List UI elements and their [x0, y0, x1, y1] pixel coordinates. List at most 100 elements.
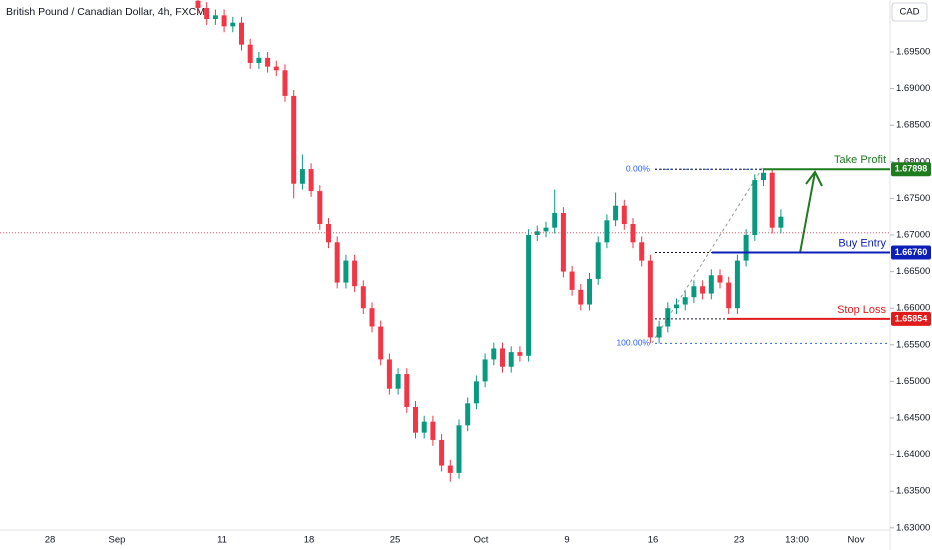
- candle-body: [743, 234, 749, 261]
- candle-body: [778, 216, 784, 228]
- price-tag-label: 1.67898: [895, 164, 928, 174]
- candle-body: [343, 260, 349, 283]
- candle-body: [595, 242, 601, 279]
- y-tick-label: 1.69000: [896, 83, 930, 94]
- candle-body: [717, 275, 723, 283]
- candle-body: [482, 359, 488, 382]
- currency-button[interactable]: [891, 2, 928, 22]
- candle-body: [282, 70, 288, 96]
- candle-body: [526, 234, 532, 356]
- y-tick-label: 1.63000: [896, 522, 930, 533]
- y-tick-label: 1.64000: [896, 449, 930, 460]
- level-name: Take Profit: [834, 154, 886, 166]
- candle-body: [395, 374, 401, 389]
- candle-body: [674, 304, 679, 309]
- x-tick-label: 28: [45, 535, 56, 546]
- candle-body: [517, 352, 523, 356]
- candle-body: [439, 439, 445, 466]
- x-tick-label: 11: [217, 535, 227, 546]
- candle-body: [752, 180, 758, 235]
- candle-body: [230, 22, 236, 27]
- price-tag: [891, 162, 931, 177]
- target-arrow-head: [805, 170, 823, 187]
- candle-body: [247, 44, 253, 63]
- candle-body: [334, 242, 340, 283]
- currency-label[interactable]: CAD: [899, 7, 919, 18]
- candle-body: [273, 66, 279, 71]
- candle-body: [552, 213, 558, 228]
- candle-body: [500, 348, 505, 367]
- x-tick-label: Sep: [109, 535, 126, 546]
- x-tick-label: 9: [564, 535, 569, 546]
- x-tick-label: 13:00: [785, 535, 809, 546]
- candle-body: [369, 308, 375, 327]
- candle-body: [708, 275, 714, 294]
- y-tick-label: 1.69500: [896, 46, 930, 57]
- candle-body: [256, 57, 262, 63]
- candle-body: [404, 374, 410, 408]
- x-tick-label: 16: [648, 535, 659, 546]
- candle-body: [465, 403, 471, 426]
- candle-body: [578, 289, 584, 305]
- fib-label: 100.00%: [616, 338, 650, 348]
- level-name: Buy Entry: [838, 237, 886, 249]
- candle-body: [221, 15, 227, 27]
- candle-body: [352, 260, 358, 287]
- target-arrow: [799, 171, 816, 254]
- candle-body: [291, 95, 297, 184]
- candle-body: [543, 227, 549, 232]
- candle-body: [726, 282, 732, 309]
- candle-body: [691, 286, 697, 298]
- y-tick-label: 1.66500: [896, 266, 930, 277]
- candle-body: [665, 308, 671, 327]
- candle-body: [326, 224, 331, 243]
- candle-body: [560, 213, 566, 272]
- candle-body: [239, 22, 244, 45]
- x-tick-label: 23: [734, 535, 745, 546]
- x-tick-label: 18: [304, 535, 315, 546]
- candle-body: [360, 286, 366, 309]
- y-tick-label: 1.68500: [896, 120, 930, 131]
- y-tick-label: 1.67000: [896, 230, 930, 241]
- y-tick-label: 1.66000: [896, 303, 930, 314]
- candle-body: [491, 348, 497, 360]
- x-tick-label: 25: [390, 535, 401, 546]
- candle-body: [621, 205, 627, 225]
- y-tick-label: 1.64500: [896, 413, 930, 424]
- candle-body: [378, 326, 384, 360]
- x-tick-label: Nov: [848, 535, 865, 546]
- candle-body: [647, 260, 653, 338]
- price-tag: [891, 245, 931, 260]
- y-tick-label: 1.65000: [896, 376, 930, 387]
- y-tick-label: 1.65500: [896, 339, 930, 350]
- price-tag-label: 1.65854: [895, 313, 928, 323]
- candle-body: [204, 8, 210, 20]
- candle-body: [212, 15, 218, 20]
- fib-trend-line: [651, 166, 764, 344]
- candle-body: [195, 0, 201, 9]
- candle-body: [534, 231, 540, 235]
- y-tick-label: 1.68000: [896, 156, 930, 167]
- level-name: Stop Loss: [837, 304, 886, 316]
- y-tick-label: 1.67500: [896, 193, 930, 204]
- y-tick-label: 1.63500: [896, 486, 930, 497]
- price-tag-label: 1.66760: [895, 247, 928, 257]
- candle-body: [682, 297, 688, 305]
- candle-body: [430, 421, 436, 440]
- candle-body: [447, 465, 453, 473]
- fib-label: 0.00%: [626, 163, 651, 173]
- candle-body: [604, 220, 610, 243]
- candle-body: [656, 326, 662, 338]
- candle-body: [569, 271, 575, 290]
- candle-body: [299, 169, 305, 184]
- candle-body: [734, 260, 740, 309]
- candle-body: [630, 224, 636, 243]
- candle-body: [265, 57, 271, 67]
- candle-body: [700, 286, 706, 294]
- candle-body: [317, 191, 323, 225]
- candle-body: [421, 421, 427, 433]
- candle-body: [413, 407, 418, 433]
- candle-body: [508, 352, 514, 367]
- candle-body: [386, 359, 392, 389]
